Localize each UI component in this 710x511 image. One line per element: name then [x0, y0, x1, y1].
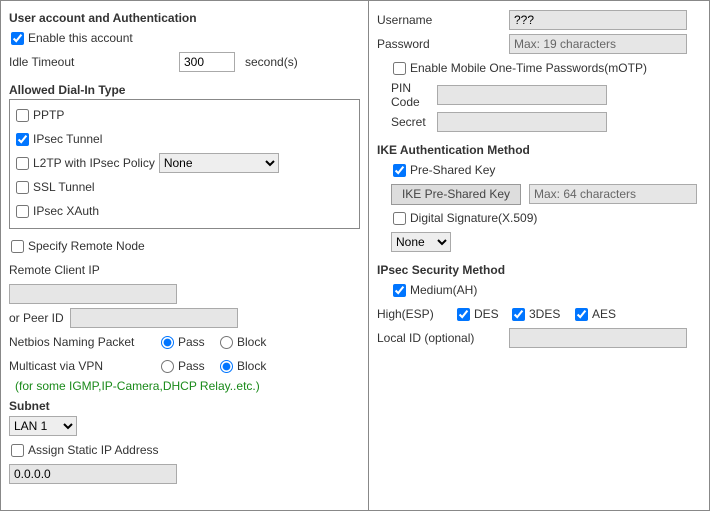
ike-psk-button[interactable]: IKE Pre-Shared Key: [391, 184, 521, 205]
idle-timeout-label: Idle Timeout: [9, 55, 179, 69]
netbios-block-radio[interactable]: [220, 336, 233, 349]
psk-checkbox[interactable]: [393, 164, 406, 177]
ike-psk-input[interactable]: [529, 184, 697, 204]
assign-static-label: Assign Static IP Address: [28, 443, 159, 457]
ipsec-xauth-checkbox[interactable]: [16, 205, 29, 218]
motp-label: Enable Mobile One-Time Passwords(mOTP): [410, 61, 647, 75]
multicast-hint: (for some IGMP,IP-Camera,DHCP Relay..etc…: [15, 379, 360, 393]
des-label: DES: [474, 307, 510, 321]
aes-checkbox[interactable]: [575, 308, 588, 321]
secret-input[interactable]: [437, 112, 607, 132]
l2tp-label: L2TP with IPsec Policy: [33, 156, 155, 170]
ipsec-security-heading: IPsec Security Method: [377, 263, 701, 277]
pin-code-label: PIN Code: [391, 81, 437, 109]
medium-ah-checkbox[interactable]: [393, 284, 406, 297]
pptp-checkbox[interactable]: [16, 109, 29, 122]
secret-label: Secret: [391, 115, 437, 129]
ssl-tunnel-label: SSL Tunnel: [33, 180, 95, 194]
user-account-heading: User account and Authentication: [9, 11, 360, 25]
multicast-pass-label: Pass: [178, 359, 218, 373]
aes-label: AES: [592, 307, 616, 321]
static-ip-input[interactable]: [9, 464, 177, 484]
local-id-label: Local ID (optional): [377, 331, 509, 345]
l2tp-policy-select[interactable]: None: [159, 153, 279, 173]
subnet-heading: Subnet: [9, 399, 360, 413]
idle-timeout-row: Idle Timeout second(s): [9, 51, 360, 73]
local-id-input[interactable]: [509, 328, 687, 348]
specify-remote-checkbox[interactable]: [11, 240, 24, 253]
multicast-block-label: Block: [237, 359, 266, 373]
subnet-select[interactable]: LAN 1: [9, 416, 77, 436]
right-column: Username Password Enable Mobile One-Time…: [369, 1, 709, 510]
idle-timeout-unit: second(s): [245, 55, 298, 69]
pptp-label: PPTP: [33, 108, 64, 122]
ipsec-tunnel-checkbox[interactable]: [16, 133, 29, 146]
psk-label: Pre-Shared Key: [410, 163, 495, 177]
medium-ah-label: Medium(AH): [410, 283, 477, 297]
dialin-fieldset: PPTP IPsec Tunnel L2TP with IPsec Policy…: [9, 99, 360, 229]
config-panel: User account and Authentication Enable t…: [0, 0, 710, 511]
enable-account-checkbox[interactable]: [11, 32, 24, 45]
digital-signature-label: Digital Signature(X.509): [410, 211, 537, 225]
or-peer-id-input[interactable]: [70, 308, 238, 328]
netbios-pass-label: Pass: [178, 335, 218, 349]
dialin-heading: Allowed Dial-In Type: [9, 83, 360, 97]
netbios-block-label: Block: [237, 335, 266, 349]
multicast-label: Multicast via VPN: [9, 359, 159, 373]
3des-label: 3DES: [529, 307, 573, 321]
ipsec-xauth-label: IPsec XAuth: [33, 204, 99, 218]
or-peer-id-label: or Peer ID: [9, 311, 64, 325]
remote-client-ip-input[interactable]: [9, 284, 177, 304]
pin-code-input[interactable]: [437, 85, 607, 105]
multicast-pass-radio[interactable]: [161, 360, 174, 373]
password-label: Password: [377, 37, 509, 51]
ipsec-tunnel-label: IPsec Tunnel: [33, 132, 102, 146]
specify-remote-label: Specify Remote Node: [28, 239, 145, 253]
password-input[interactable]: [509, 34, 687, 54]
username-input[interactable]: [509, 10, 687, 30]
netbios-pass-radio[interactable]: [161, 336, 174, 349]
username-label: Username: [377, 13, 509, 27]
multicast-block-radio[interactable]: [220, 360, 233, 373]
enable-account-label: Enable this account: [28, 31, 133, 45]
left-column: User account and Authentication Enable t…: [1, 1, 369, 510]
3des-checkbox[interactable]: [512, 308, 525, 321]
idle-timeout-input[interactable]: [179, 52, 235, 72]
enable-account-row: Enable this account: [9, 27, 360, 49]
des-checkbox[interactable]: [457, 308, 470, 321]
high-esp-label: High(ESP): [377, 307, 455, 321]
netbios-label: Netbios Naming Packet: [9, 335, 159, 349]
ssl-tunnel-checkbox[interactable]: [16, 181, 29, 194]
motp-checkbox[interactable]: [393, 62, 406, 75]
digital-signature-checkbox[interactable]: [393, 212, 406, 225]
digital-signature-select[interactable]: None: [391, 232, 451, 252]
ike-heading: IKE Authentication Method: [377, 143, 701, 157]
l2tp-checkbox[interactable]: [16, 157, 29, 170]
assign-static-checkbox[interactable]: [11, 444, 24, 457]
remote-client-ip-label: Remote Client IP: [9, 263, 100, 277]
